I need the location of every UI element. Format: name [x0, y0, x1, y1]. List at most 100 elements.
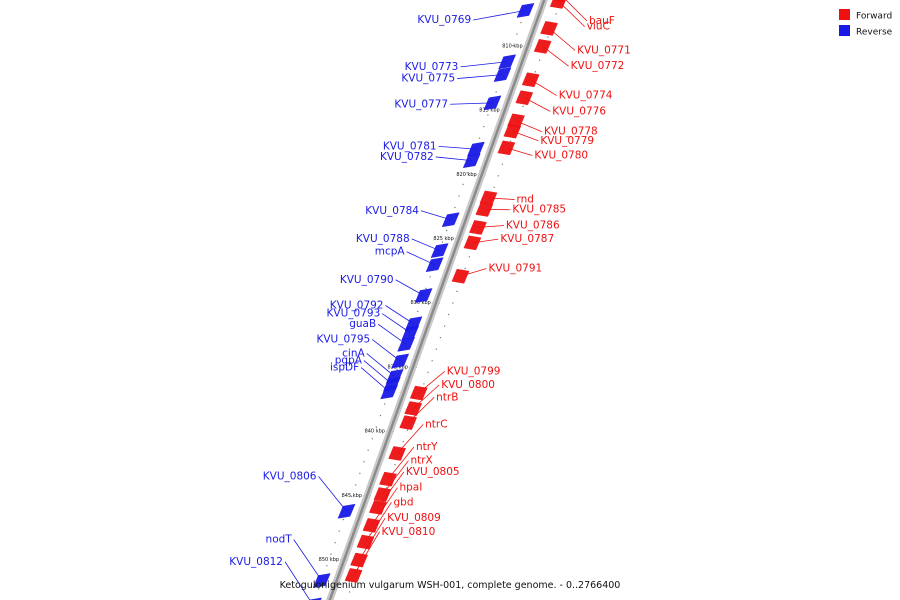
forward-gene-label[interactable]: rnd [516, 194, 533, 206]
guide-dot [448, 313, 450, 316]
guide-dot [555, 13, 557, 15]
reverse-gene-label[interactable]: KVU_0812 [229, 556, 283, 568]
guide-dot [406, 429, 408, 431]
reverse-gene-label[interactable]: KVU_0777 [394, 98, 448, 110]
reverse-gene-leader [385, 305, 414, 325]
forward-gene-label[interactable]: KVU_0791 [488, 262, 542, 274]
guide-dot [425, 287, 427, 289]
guide-dot [456, 290, 458, 292]
forward-gene-label[interactable]: KVU_0776 [552, 105, 606, 117]
forward-gene-label[interactable]: KVU_0799 [447, 365, 501, 377]
forward-gene-label[interactable]: hpaI [399, 482, 422, 494]
forward-gene-leader [407, 397, 435, 423]
guide-dot [487, 114, 489, 116]
forward-gene-label[interactable]: KVU_0800 [441, 379, 495, 391]
forward-gene-leader [387, 446, 415, 480]
legend-forward-swatch [839, 9, 850, 20]
tick-label: 815 kbp [479, 108, 499, 114]
reverse-gene-label[interactable]: KVU_0775 [401, 73, 455, 85]
forward-gene-block [451, 268, 470, 284]
forward-gene-label[interactable]: KVU_0774 [559, 90, 613, 102]
reverse-gene-block [493, 67, 512, 83]
forward-gene-leader [506, 147, 533, 156]
tick-label: 830 kbp [410, 300, 430, 306]
reverse-gene-label[interactable]: KVU_0795 [316, 333, 370, 345]
reverse-gene-label[interactable]: KVU_0790 [340, 274, 394, 286]
forward-gene-leader [524, 97, 551, 112]
guide-dot [369, 533, 371, 535]
reverse-gene-leader [363, 360, 393, 385]
forward-gene-label[interactable]: KVU_0787 [500, 233, 554, 245]
forward-gene-label[interactable]: ntrB [436, 391, 458, 403]
guide-dot [452, 302, 454, 304]
reverse-gene-leader [377, 323, 407, 345]
reverse-gene-block [430, 243, 449, 258]
forward-gene-block [515, 90, 534, 106]
forward-gene-block [373, 487, 392, 502]
reverse-gene-leader [435, 156, 472, 162]
reverse-gene-label[interactable]: cinA [342, 347, 365, 359]
guide-dot [396, 368, 398, 370]
reverse-gene-leader [318, 476, 347, 512]
forward-gene-label[interactable]: KVU_0780 [534, 149, 588, 161]
forward-gene-label[interactable]: viuC [587, 21, 610, 33]
reverse-gene-label[interactable]: KVU_0806 [263, 470, 317, 482]
reverse-gene-label[interactable]: KVU_0781 [383, 140, 437, 152]
forward-gene-label[interactable]: KVU_0805 [406, 466, 460, 478]
reverse-gene-label[interactable]: nodT [266, 534, 293, 546]
forward-gene-label[interactable]: KVU_0771 [577, 44, 631, 56]
tick-label: 835 kbp [388, 364, 408, 370]
forward-gene-label[interactable]: ntrX [410, 455, 432, 467]
forward-gene-label[interactable]: KVU_0779 [540, 135, 594, 147]
reverse-gene-leader [450, 102, 493, 105]
reverse-gene-block [337, 503, 356, 519]
guide-dot [512, 45, 514, 47]
reverse-gene-leader [395, 279, 424, 296]
guide-dot [538, 59, 541, 61]
legend: Forward Reverse [839, 9, 893, 38]
tick-label: 840 kbp [365, 429, 385, 435]
legend-reverse-label: Reverse [856, 28, 893, 38]
reverse-gene-label[interactable]: guaB [349, 318, 376, 330]
guide-dot [317, 588, 320, 590]
reverse-gene-label[interactable]: KVU_0792 [330, 300, 384, 312]
guide-dot [466, 172, 468, 174]
guide-dot [371, 438, 373, 440]
guide-dot [326, 565, 328, 567]
forward-gene-label[interactable]: KVU_0809 [387, 512, 441, 524]
reverse-gene-label[interactable]: KVU_0793 [327, 308, 381, 320]
guide-dot [429, 276, 431, 278]
tick-label: 825 kbp [433, 236, 453, 242]
reverse-gene-label[interactable]: pgpA [335, 355, 363, 367]
reverse-gene-leader [460, 61, 508, 68]
guide-dot [423, 383, 425, 385]
guide-dot [379, 414, 382, 417]
forward-gene-label[interactable]: KVU_0786 [506, 220, 560, 232]
reverse-gene-leader [293, 539, 323, 581]
reverse-gene-label[interactable]: KVU_0782 [380, 151, 434, 163]
guide-dot [342, 518, 344, 521]
forward-gene-label[interactable]: KVU_0810 [382, 526, 436, 538]
reverse-gene-label[interactable]: KVU_0784 [365, 205, 419, 217]
guide-dot [446, 230, 448, 232]
forward-gene-label[interactable]: ntrC [425, 418, 447, 430]
forward-gene-label[interactable]: ntrY [416, 441, 438, 453]
reverse-gene-label[interactable]: KVU_0773 [405, 61, 459, 73]
reverse-gene-label[interactable]: KVU_0788 [356, 233, 410, 245]
forward-gene-leader [365, 502, 392, 543]
reverse-gene-label[interactable]: mcpA [375, 246, 406, 258]
forward-gene-label[interactable]: KVU_0778 [544, 126, 598, 138]
forward-gene-label[interactable]: KVU_0785 [512, 204, 566, 216]
guide-dot [334, 542, 336, 544]
forward-gene-label[interactable]: bauF [589, 15, 615, 27]
reverse-gene-leader [366, 353, 395, 377]
reverse-gene-label[interactable]: ispDF [330, 362, 359, 374]
reverse-gene-label[interactable]: KVU_0769 [417, 14, 471, 26]
forward-gene-label[interactable]: KVU_0772 [571, 60, 625, 72]
genome-caption: Ketogulonigenium vulgarum WSH-001, compl… [280, 580, 621, 591]
forward-gene-label[interactable]: gbd [393, 496, 413, 508]
guide-dot [431, 360, 433, 362]
guide-dot [384, 403, 386, 405]
guide-dot [348, 591, 351, 593]
